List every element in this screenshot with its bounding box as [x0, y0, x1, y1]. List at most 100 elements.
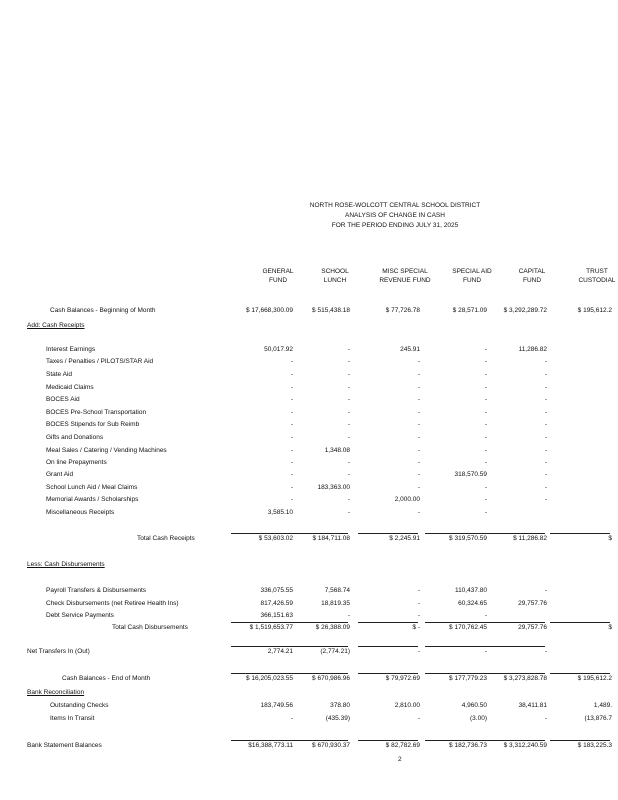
cell: -: [484, 459, 487, 466]
cell: -: [290, 421, 293, 428]
cell: -: [347, 358, 350, 365]
cell: -: [484, 396, 487, 403]
cell: -: [290, 484, 293, 491]
cell: $ 82,782.69: [385, 742, 420, 749]
cell: $ 3,273,828.78: [503, 675, 547, 682]
column-header: CUSTODIAL: [578, 277, 616, 284]
column-header: REVENUE FUND: [379, 277, 431, 284]
cell: -: [290, 496, 293, 503]
underline: [425, 673, 485, 674]
cell: -: [347, 346, 350, 353]
underline: [358, 740, 418, 741]
row-label: Items In Transit: [50, 715, 95, 722]
cell: 245.91: [400, 346, 420, 353]
underline: [358, 622, 418, 623]
cell: -: [290, 371, 293, 378]
underline: [288, 646, 348, 647]
cell: -: [417, 587, 420, 594]
cell: -: [417, 421, 420, 428]
cell: -: [290, 384, 293, 391]
cell: -: [347, 471, 350, 478]
cell: -: [417, 396, 420, 403]
cell: $ 3,312,240.59: [503, 742, 547, 749]
cell: -: [290, 434, 293, 441]
cell: $ 195,612.2: [577, 307, 612, 314]
cell: -: [347, 371, 350, 378]
column-header: GENERAL: [262, 268, 294, 275]
cell: -: [417, 358, 420, 365]
row-label: Check Disbursements (net Retiree Health …: [46, 600, 179, 607]
cell: -: [544, 648, 547, 655]
cell: -: [347, 384, 350, 391]
cell: -: [347, 459, 350, 466]
column-header: LUNCH: [323, 277, 347, 284]
cell: -: [290, 715, 293, 722]
row-label: Gifts and Donations: [46, 434, 104, 441]
cell: -: [544, 471, 547, 478]
row-label: Outstanding Checks: [50, 702, 109, 709]
cell: 50,017.92: [264, 346, 293, 353]
cell: -: [544, 396, 547, 403]
row-label: Cash Balances - Beginning of Month: [50, 307, 156, 314]
cell: 3,585.10: [267, 509, 293, 516]
cell: 378.80: [330, 702, 350, 709]
cell: -: [417, 384, 420, 391]
column-header: MISC SPECIAL: [382, 268, 428, 275]
cell: -: [347, 509, 350, 516]
row-label: Debt Service Payments: [46, 612, 114, 619]
column-header: SPECIAL AID: [452, 268, 492, 275]
underline: [288, 622, 348, 623]
cell: -: [290, 447, 293, 454]
row-label: Cash Balances - End of Month: [62, 675, 151, 682]
underline: [425, 740, 485, 741]
cell: $ 3,292,289.72: [503, 307, 547, 314]
cell: 1,348.08: [324, 447, 350, 454]
cell: $ 195,612.2: [577, 675, 612, 682]
cell: 29,757.76: [518, 624, 547, 631]
cell: $ -: [412, 624, 420, 631]
cell: 110,437.80: [454, 587, 487, 594]
cell: -: [290, 409, 293, 416]
cell: $ 11,286.82: [513, 535, 547, 542]
cell: 336,075.55: [260, 587, 293, 594]
cell: 11,286.82: [518, 346, 547, 353]
cell: $ 77,726.78: [385, 307, 420, 314]
section-heading: Less: Cash Disbursements: [27, 561, 105, 568]
underline: [485, 646, 545, 647]
row-label: Memorial Awards / Scholarships: [46, 496, 139, 503]
cell: -: [290, 358, 293, 365]
cell: $ 183,225.3: [577, 742, 612, 749]
cell: -: [544, 358, 547, 365]
cell: $ 16,205,023.55: [246, 675, 293, 682]
cell: -: [484, 612, 487, 619]
cell: -: [347, 396, 350, 403]
cell: $ 17,668,300.09: [246, 307, 293, 314]
cell: -: [544, 496, 547, 503]
underline: [288, 740, 348, 741]
cell: -: [484, 421, 487, 428]
title: NORTH ROSE-WOLCOTT CENTRAL SCHOOL DISTRI…: [309, 202, 481, 209]
row-label: BOCES Aid: [46, 396, 80, 403]
cell: 7,568.74: [324, 587, 350, 594]
cell: -: [484, 509, 487, 516]
underline: [425, 533, 485, 534]
cell: -: [347, 496, 350, 503]
cell: $ 515,438.18: [312, 307, 350, 314]
row-label: School Lunch Aid / Meal Claims: [46, 484, 138, 491]
underline: [231, 673, 291, 674]
row-label: Payroll Transfers & Disbursements: [46, 587, 147, 594]
row-label: Medicaid Claims: [46, 384, 94, 391]
cell: 2,000.00: [394, 496, 420, 503]
row-label: Taxes / Penalties / PILOTS/STAR Aid: [46, 358, 154, 365]
cell: (2,774.21): [320, 648, 350, 655]
row-label: BOCES Pre-School Transportation: [46, 409, 147, 416]
cell: -: [484, 484, 487, 491]
cell: -: [544, 434, 547, 441]
underline: [550, 673, 610, 674]
cell: -: [347, 409, 350, 416]
cell: $ 26,388.09: [315, 624, 350, 631]
underline: [231, 646, 291, 647]
underline: [425, 646, 485, 647]
cell: 183,363.00: [317, 484, 350, 491]
